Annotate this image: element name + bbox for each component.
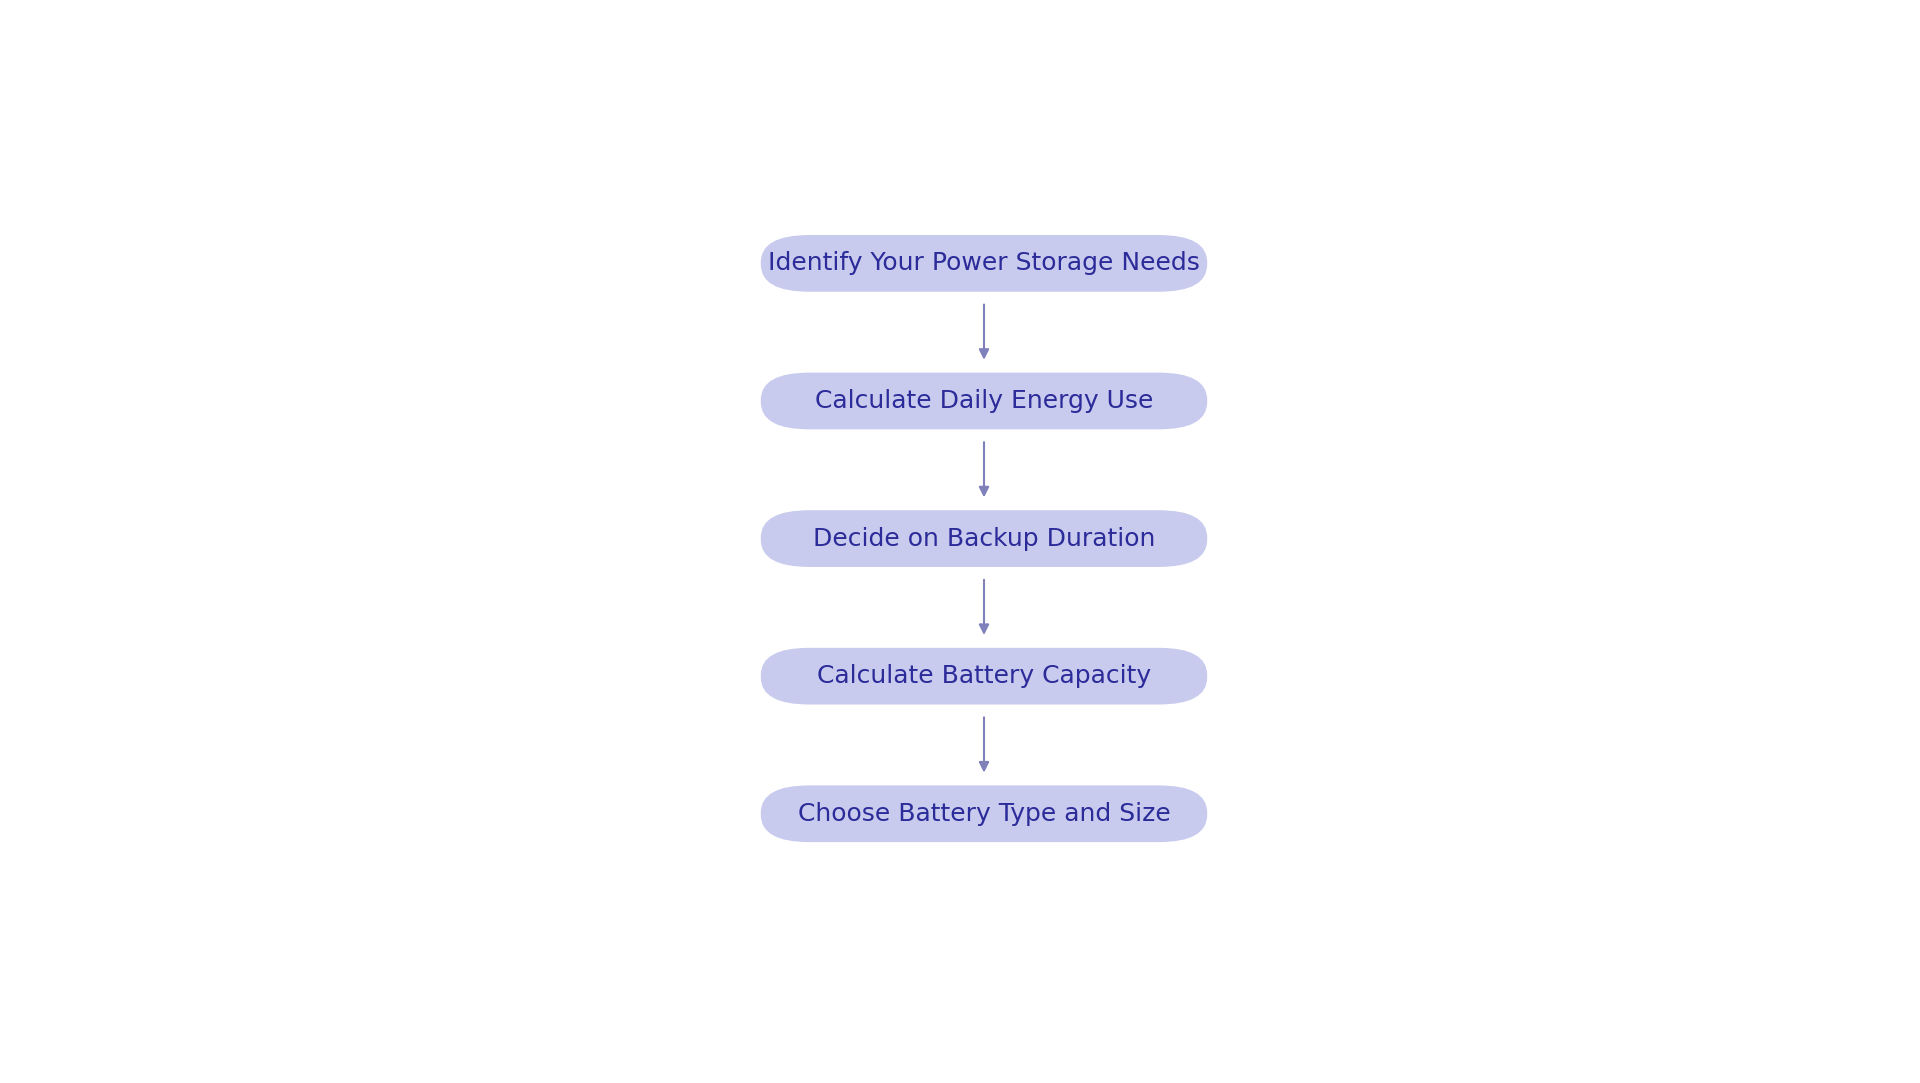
- Text: Calculate Battery Capacity: Calculate Battery Capacity: [816, 664, 1152, 688]
- Text: Identify Your Power Storage Needs: Identify Your Power Storage Needs: [768, 251, 1200, 275]
- Text: Choose Battery Type and Size: Choose Battery Type and Size: [797, 801, 1171, 825]
- Text: Calculate Daily Energy Use: Calculate Daily Energy Use: [814, 389, 1154, 413]
- FancyBboxPatch shape: [760, 235, 1208, 291]
- FancyBboxPatch shape: [760, 648, 1208, 705]
- FancyBboxPatch shape: [760, 785, 1208, 843]
- FancyBboxPatch shape: [760, 510, 1208, 566]
- FancyBboxPatch shape: [760, 373, 1208, 429]
- Text: Decide on Backup Duration: Decide on Backup Duration: [812, 526, 1156, 550]
